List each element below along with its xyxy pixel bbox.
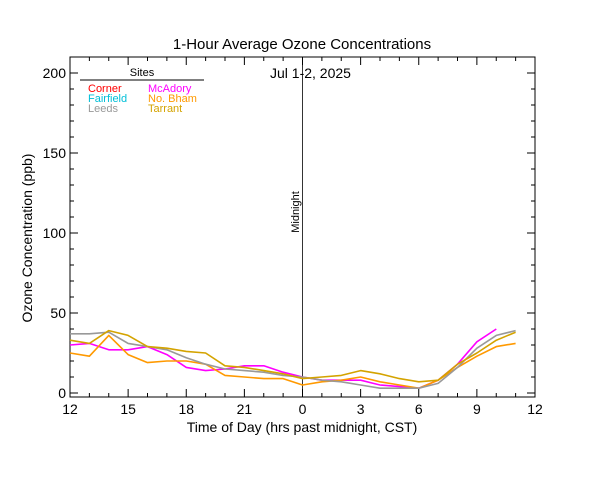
- series-line-tarrant: [69, 329, 516, 383]
- series-line-no-bham: [69, 334, 516, 390]
- x-tick-label: 3: [357, 401, 365, 417]
- y-tick-label: 150: [43, 145, 67, 161]
- x-tick-label: 12: [62, 401, 78, 417]
- legend-entry-fairfield: Fairfield: [88, 93, 127, 105]
- y-axis-label: Ozone Concentration (ppb): [19, 154, 35, 323]
- x-tick-label: 6: [415, 401, 423, 417]
- x-tick-label: 12: [527, 401, 543, 417]
- x-tick-label: 0: [299, 401, 307, 417]
- x-axis-label: Time of Day (hrs past midnight, CST): [187, 419, 418, 435]
- x-tick-label: 15: [120, 401, 136, 417]
- y-tick-label: 100: [43, 225, 67, 241]
- y-tick-label: 0: [58, 385, 66, 401]
- legend-entry-no-bham: No. Bham: [148, 93, 197, 105]
- legend: Sites Corner McAdory Fairfield No. Bham …: [80, 67, 204, 115]
- legend-header: Sites: [130, 67, 155, 79]
- y-tick-label: 50: [50, 305, 66, 321]
- date-label: Jul 1-2, 2025: [270, 65, 351, 81]
- y-tick-label: 200: [43, 65, 67, 81]
- series-lines: [69, 328, 516, 390]
- chart-title: 1-Hour Average Ozone Concentrations: [173, 36, 431, 53]
- legend-entry-tarrant: Tarrant: [148, 103, 182, 115]
- legend-entry-leeds: Leeds: [88, 103, 118, 115]
- midnight-label: Midnight: [290, 191, 302, 233]
- x-tick-label: 18: [178, 401, 194, 417]
- x-tick-label: 21: [237, 401, 253, 417]
- legend-entry-mcadory: McAdory: [148, 83, 192, 95]
- series-line-leeds: [70, 329, 516, 390]
- x-tick-label: 9: [473, 401, 481, 417]
- legend-entry-corner: Corner: [88, 83, 122, 95]
